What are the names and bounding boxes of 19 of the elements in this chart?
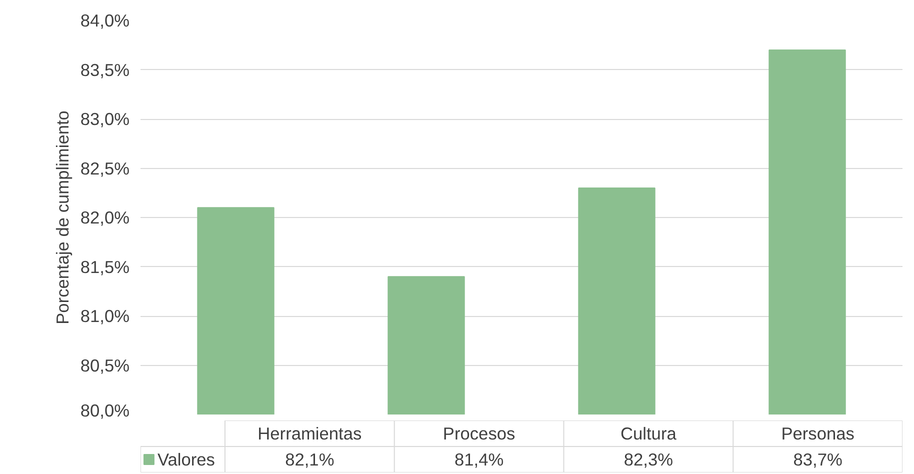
legend-label: Valores [157, 450, 216, 470]
data-label: 83,7% [793, 450, 842, 470]
data-label: 82,1% [285, 450, 334, 470]
y-tick-label: 83,0% [80, 109, 130, 129]
y-tick-label: 80,0% [80, 400, 130, 420]
x-tick-label: Personas [781, 424, 855, 444]
y-tick-label: 82,5% [80, 158, 130, 178]
x-tick-label: Herramientas [258, 424, 362, 444]
y-axis-title: Porcentaje de cumplimiento [52, 110, 72, 324]
x-tick-label: Procesos [442, 424, 516, 444]
y-tick-label: 80,5% [80, 355, 130, 376]
y-tick-label: 82,0% [80, 208, 130, 228]
data-label: 82,3% [624, 450, 673, 470]
x-tick-label: Cultura [620, 424, 677, 444]
data-label: 81,4% [454, 450, 504, 470]
y-tick-label: 84,0% [80, 10, 130, 30]
y-tick-label: 81,5% [80, 256, 130, 277]
y-tick-label: 81,0% [80, 306, 130, 326]
y-tick-label: 83,5% [80, 60, 130, 80]
